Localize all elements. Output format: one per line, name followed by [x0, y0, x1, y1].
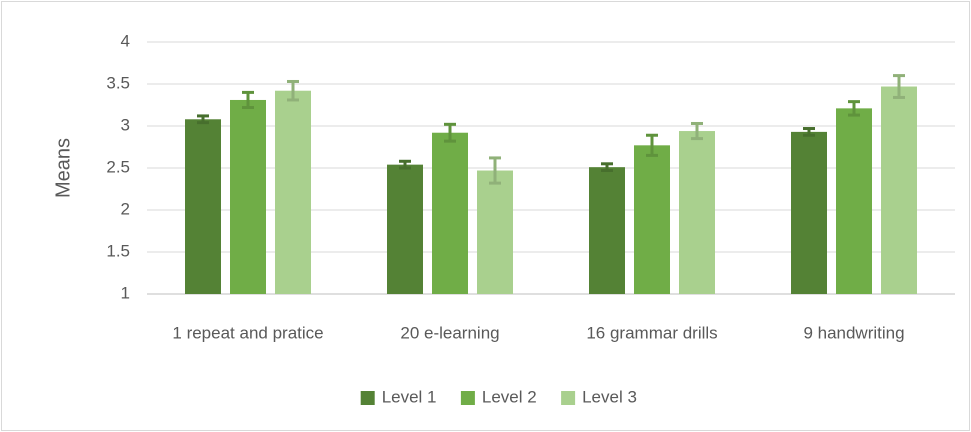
bar [791, 131, 827, 294]
x-tick-label: 16 grammar drills [586, 323, 717, 342]
legend-swatch [360, 391, 375, 405]
error-bar [803, 127, 815, 137]
y-tick-label: 3 [121, 115, 130, 134]
bar [275, 90, 311, 294]
x-tick-label: 9 handwriting [803, 323, 904, 342]
y-tick-label: 2 [121, 199, 130, 218]
bar [230, 99, 266, 295]
y-tick-label: 4 [121, 31, 130, 50]
legend-label: Level 2 [482, 387, 537, 406]
bar [881, 86, 917, 295]
error-bar [399, 159, 411, 170]
error-bar [601, 162, 613, 173]
error-bar [691, 121, 703, 141]
error-bar [489, 156, 501, 185]
legend-label: Level 1 [382, 387, 437, 406]
error-bar [197, 114, 209, 125]
bar [589, 167, 625, 294]
error-bar [287, 79, 299, 102]
error-bar [444, 122, 456, 143]
y-tick-label: 2.5 [106, 157, 130, 176]
bar [477, 170, 513, 294]
error-bar [848, 100, 860, 117]
bar [836, 108, 872, 294]
x-tick-label: 1 repeat and pratice [172, 323, 323, 342]
y-tick-label: 3.5 [106, 73, 130, 92]
bar [185, 119, 221, 294]
bar [432, 132, 468, 294]
x-tick-label: 20 e-learning [400, 323, 499, 342]
legend-label: Level 3 [582, 387, 637, 406]
legend-swatch [460, 391, 475, 405]
legend-swatch [561, 391, 576, 405]
error-bar [646, 133, 658, 157]
bar [387, 164, 423, 294]
error-bar [242, 90, 254, 110]
bar [634, 145, 670, 294]
y-tick-label: 1 [121, 283, 130, 302]
y-tick-label: 1.5 [106, 241, 130, 260]
error-bar [893, 74, 905, 99]
bar [679, 131, 715, 294]
y-axis-label: Means [52, 138, 74, 198]
